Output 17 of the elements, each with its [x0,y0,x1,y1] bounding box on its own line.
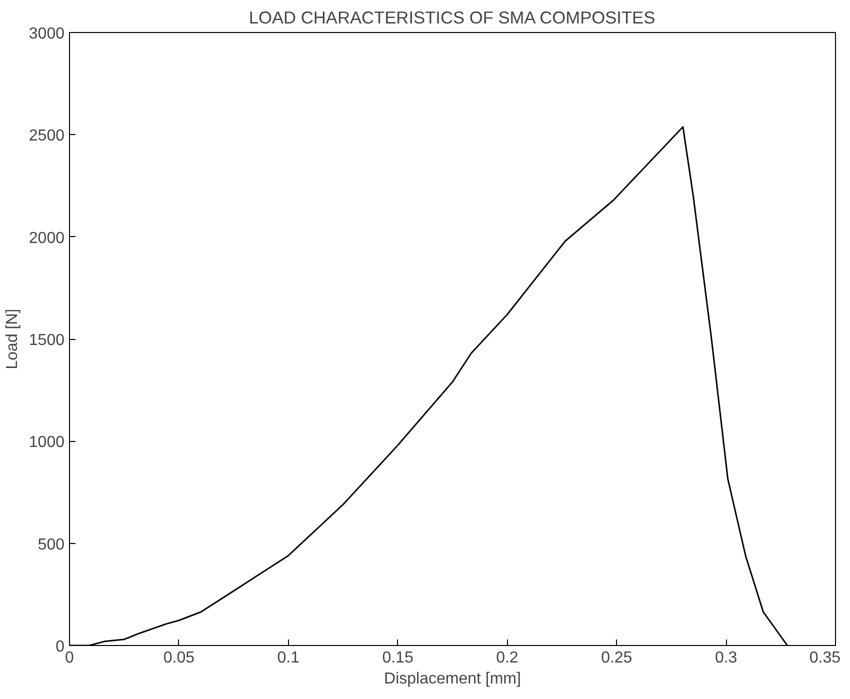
x-tick-label: 0.2 [496,650,518,666]
y-tick-label: 0 [56,638,65,656]
x-tick-label: 0.3 [714,650,738,666]
x-tick-label: 0.05 [163,650,195,666]
x-axis-title: Displacement [mm] [384,670,521,688]
chart-title: LOAD CHARACTERISTICS OF SMA COMPOSITES [248,8,656,28]
y-tick-label: 2500 [28,128,65,145]
y-tick-label: 2000 [28,230,65,247]
y-tick-label: 500 [38,536,65,554]
x-tick-label: 0.1 [277,650,300,666]
x-tick-label: 0.25 [601,650,632,666]
x-tick-label: 0.15 [382,650,414,666]
x-tick-label: 0.35 [809,650,841,666]
y-tick-label: 3000 [28,26,65,42]
y-axis-title: Load [N] [4,308,21,370]
y-tick-label: 1500 [28,332,65,349]
y-tick-label: 1000 [28,434,65,452]
